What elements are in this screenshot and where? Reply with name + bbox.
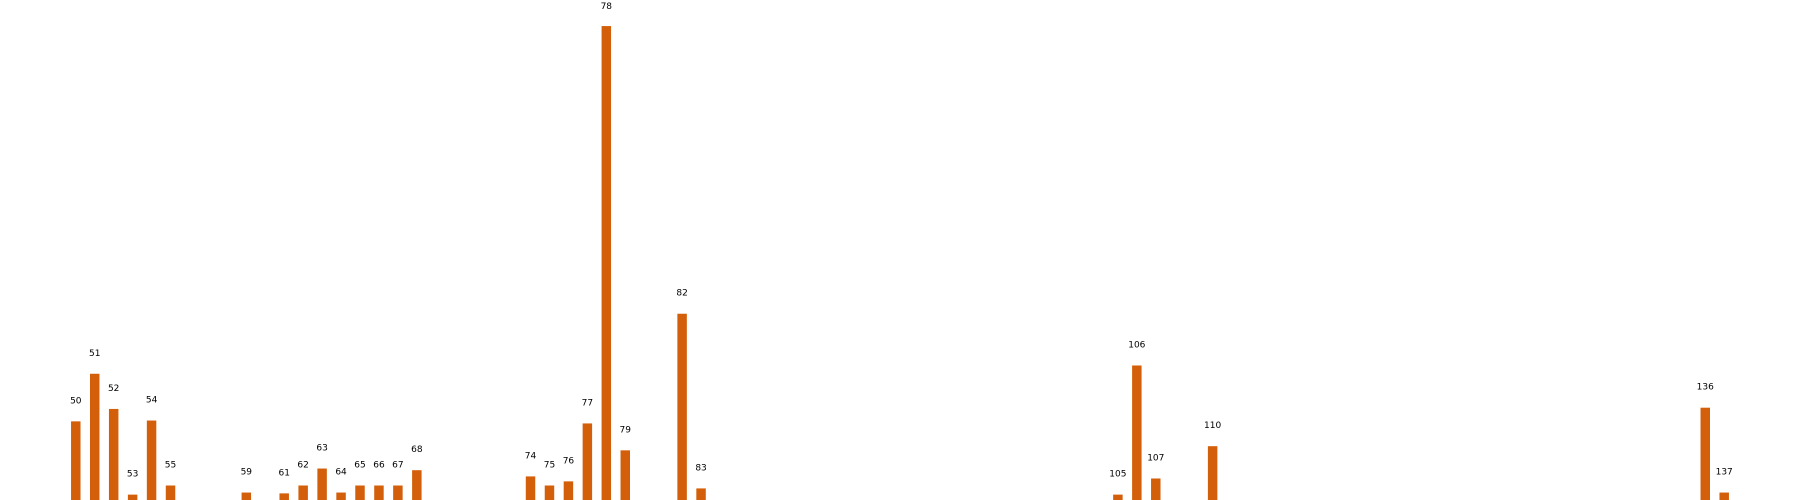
bar-77: [582, 423, 593, 500]
bar-136: [1700, 407, 1710, 500]
bar-label-105: 105: [1109, 470, 1126, 480]
bar-label-63: 63: [316, 444, 327, 454]
bar-68: [412, 470, 422, 500]
bar-51: [90, 373, 100, 500]
bar-label-66: 66: [373, 461, 385, 471]
bar-62: [298, 485, 308, 500]
bar-53: [127, 494, 138, 500]
bar-label-61: 61: [278, 468, 289, 478]
bar-label-110: 110: [1204, 421, 1221, 431]
bar-76: [563, 481, 574, 500]
bar-label-64: 64: [335, 468, 347, 478]
bar-63: [317, 468, 327, 500]
bar-label-137: 137: [1716, 468, 1733, 478]
bar-label-54: 54: [146, 396, 158, 406]
bar-label-67: 67: [392, 461, 403, 471]
bar-label-65: 65: [354, 461, 365, 471]
bar-137: [1719, 492, 1729, 500]
bar-75: [544, 485, 555, 500]
bar-59: [241, 492, 252, 500]
bar-label-75: 75: [544, 461, 555, 471]
bar-65: [355, 485, 365, 500]
bar-labels-layer: 50 51 52 53 54 55 59 61 62 63 64 65 66 67 68 74 75 76 77 78…: [70, 2, 1733, 480]
bar-label-83: 83: [695, 463, 706, 473]
bar-label-82: 82: [676, 289, 687, 299]
bar-67: [393, 485, 403, 500]
bar-66: [374, 485, 384, 500]
bar-label-53: 53: [127, 470, 138, 480]
bar-label-79: 79: [620, 425, 632, 435]
bar-54: [146, 420, 157, 500]
bar-55: [165, 485, 176, 500]
bar-79: [620, 450, 630, 500]
bar-label-107: 107: [1147, 453, 1164, 463]
bar-78: [601, 26, 612, 500]
bar-label-52: 52: [108, 384, 119, 394]
bar-label-51: 51: [89, 349, 100, 359]
bar-label-62: 62: [297, 461, 308, 471]
bar-50: [71, 421, 81, 500]
bar-106: [1132, 365, 1142, 500]
bar-label-59: 59: [241, 468, 253, 478]
bar-52: [108, 408, 119, 500]
bar-label-77: 77: [582, 398, 593, 408]
bar-74: [525, 476, 536, 500]
bar-label-78: 78: [601, 2, 613, 12]
bar-105: [1113, 494, 1123, 500]
bar-label-106: 106: [1128, 340, 1145, 350]
bar-83: [696, 488, 706, 500]
bar-label-136: 136: [1697, 383, 1714, 393]
bar-64: [336, 492, 346, 500]
bar-label-76: 76: [563, 456, 575, 466]
bars-layer: [71, 26, 1729, 500]
bar-label-74: 74: [525, 451, 537, 461]
bar-label-50: 50: [70, 396, 82, 406]
bar-label-55: 55: [165, 461, 176, 471]
bar-82: [677, 313, 687, 500]
bar-61: [279, 493, 289, 500]
bar-label-68: 68: [411, 445, 423, 455]
bar-107: [1151, 478, 1161, 500]
bar-110: [1207, 446, 1218, 500]
